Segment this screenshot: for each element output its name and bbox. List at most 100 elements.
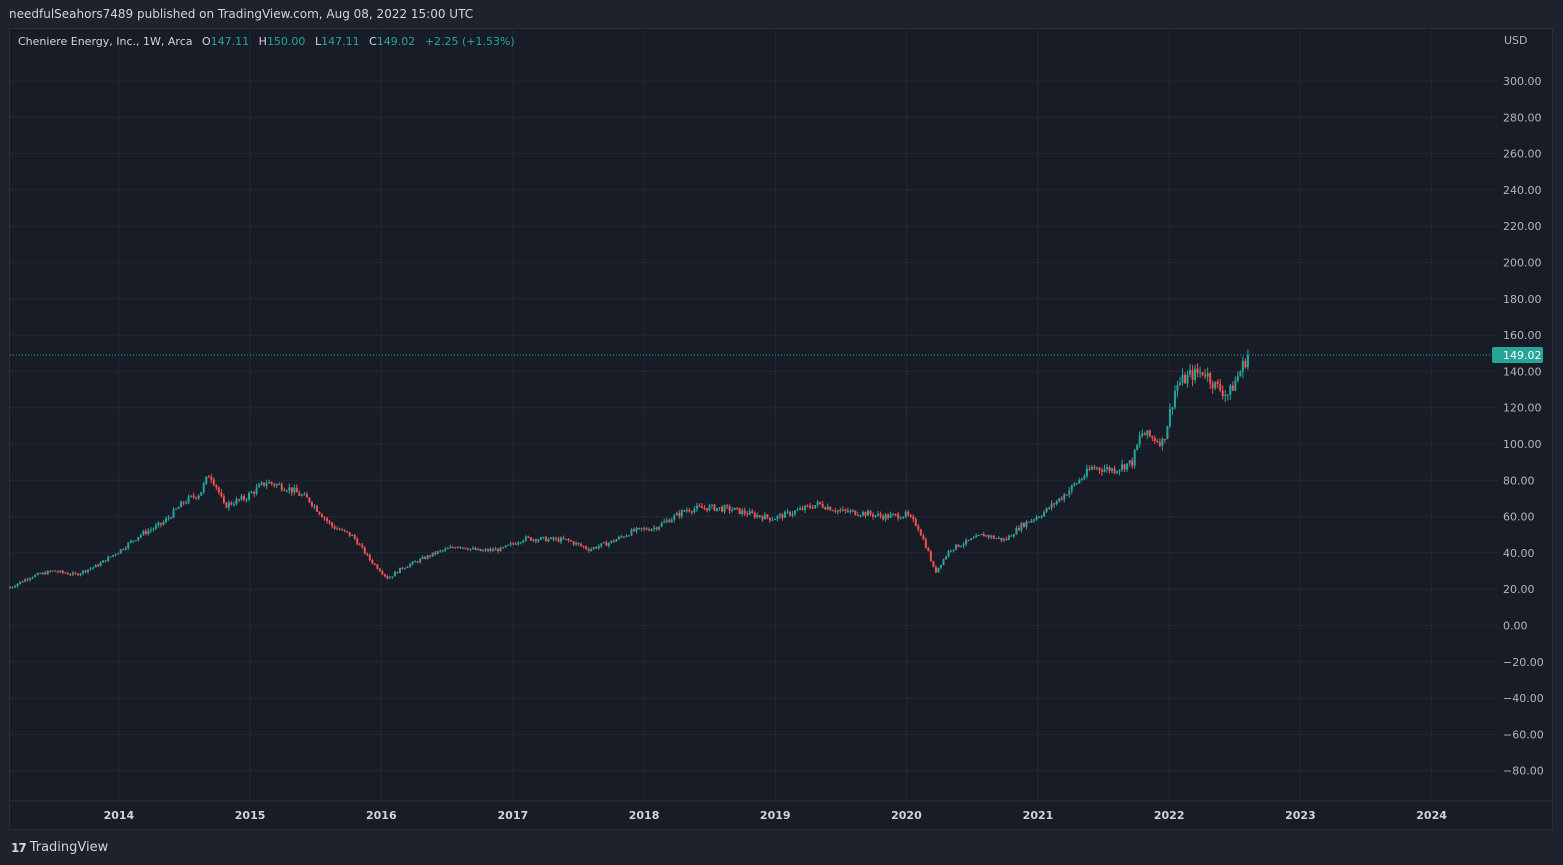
candle-body <box>142 531 145 535</box>
candle-body <box>159 522 162 525</box>
candle-body <box>804 505 807 510</box>
candle-body <box>824 507 827 510</box>
x-tick-label: 2016 <box>366 809 397 822</box>
candle-body <box>884 514 887 520</box>
candle-body <box>1241 360 1244 372</box>
candle-body <box>947 550 950 557</box>
candle-body <box>1070 485 1073 491</box>
candle-body <box>1133 449 1136 466</box>
candle-body <box>298 492 301 496</box>
candle-body <box>977 534 980 536</box>
candle-body <box>1246 355 1249 368</box>
high-label: H <box>258 35 267 48</box>
y-tick-label: 300.00 <box>1503 75 1542 88</box>
candle-body <box>794 510 797 514</box>
candle-body <box>726 505 729 507</box>
candle-body <box>210 476 213 480</box>
candle-body <box>119 549 122 554</box>
candle-body <box>907 511 910 516</box>
candle-body <box>612 540 615 542</box>
candle-body <box>567 538 570 541</box>
candle-body <box>507 544 510 546</box>
currency-label: USD <box>1504 34 1528 47</box>
candle-body <box>1221 390 1224 396</box>
candle-body <box>258 484 261 488</box>
candle-body <box>180 501 183 508</box>
candle-body <box>1116 471 1119 473</box>
candle-body <box>492 549 495 551</box>
x-tick-label: 2020 <box>891 809 922 822</box>
candle-body <box>831 510 834 512</box>
candle-body <box>861 512 864 516</box>
candle-body <box>590 548 593 551</box>
candle-body <box>982 534 985 537</box>
candle-body <box>763 514 766 520</box>
candle-body <box>791 513 794 516</box>
candle-body <box>942 559 945 565</box>
candle-body <box>869 511 872 515</box>
tradingview-footer[interactable]: 17 TradingView <box>11 840 108 855</box>
candle-body <box>658 526 661 530</box>
candle-body <box>283 489 286 491</box>
candle-body <box>368 554 371 560</box>
close-value: 149.02 <box>376 35 416 48</box>
candle-body <box>1126 463 1129 470</box>
candle-body <box>972 537 975 539</box>
candle-body <box>695 505 698 509</box>
candle-body <box>315 505 318 512</box>
candle-body <box>446 548 449 550</box>
candle-body <box>663 521 666 523</box>
candle-body <box>607 542 610 546</box>
candle-body <box>851 510 854 512</box>
candle-body <box>1083 476 1086 479</box>
candle-body <box>190 495 193 497</box>
candle-body <box>786 511 789 513</box>
candle-body <box>404 567 407 569</box>
candle-body <box>962 544 965 546</box>
candle-body <box>622 536 625 538</box>
candle-body <box>235 499 238 505</box>
candle-body <box>225 502 228 508</box>
y-tick-label: 60.00 <box>1503 511 1535 524</box>
candle-body <box>149 529 152 531</box>
candle-body <box>650 528 653 531</box>
candle-body <box>454 547 457 549</box>
candle-body <box>937 567 940 573</box>
candle-body <box>71 572 74 575</box>
candle-body <box>1100 470 1103 472</box>
candle-body <box>950 550 953 552</box>
candle-body <box>381 571 384 575</box>
x-tick-label: 2015 <box>235 809 266 822</box>
chart-frame[interactable] <box>9 28 1553 830</box>
candle-body <box>980 534 983 536</box>
candle-body <box>1123 464 1126 470</box>
candle-body <box>147 530 150 534</box>
candle-body <box>512 543 515 545</box>
candle-body <box>338 528 341 530</box>
candle-body <box>175 508 178 510</box>
candle-body <box>305 494 308 498</box>
candle-body <box>746 513 749 515</box>
candle-body <box>326 518 329 521</box>
candle-body <box>426 555 429 559</box>
candle-body <box>995 538 998 540</box>
candle-body <box>922 535 925 540</box>
candle-body <box>839 510 842 512</box>
tradingview-brand: TradingView <box>29 840 109 855</box>
candle-body <box>1239 371 1242 377</box>
y-tick-label: −80.00 <box>1503 765 1544 778</box>
candle-body <box>127 542 130 549</box>
candle-body <box>421 556 424 559</box>
candle-body <box>673 515 676 520</box>
candle-body <box>471 547 474 549</box>
candle-body <box>1194 368 1197 380</box>
candle-body <box>768 517 771 521</box>
candle-body <box>253 492 256 494</box>
candle-body <box>582 545 585 547</box>
candle-body <box>371 559 374 564</box>
candle-body <box>1095 467 1098 469</box>
candle-body <box>1005 539 1008 541</box>
candle-body <box>554 538 557 540</box>
candle-body <box>859 515 862 517</box>
